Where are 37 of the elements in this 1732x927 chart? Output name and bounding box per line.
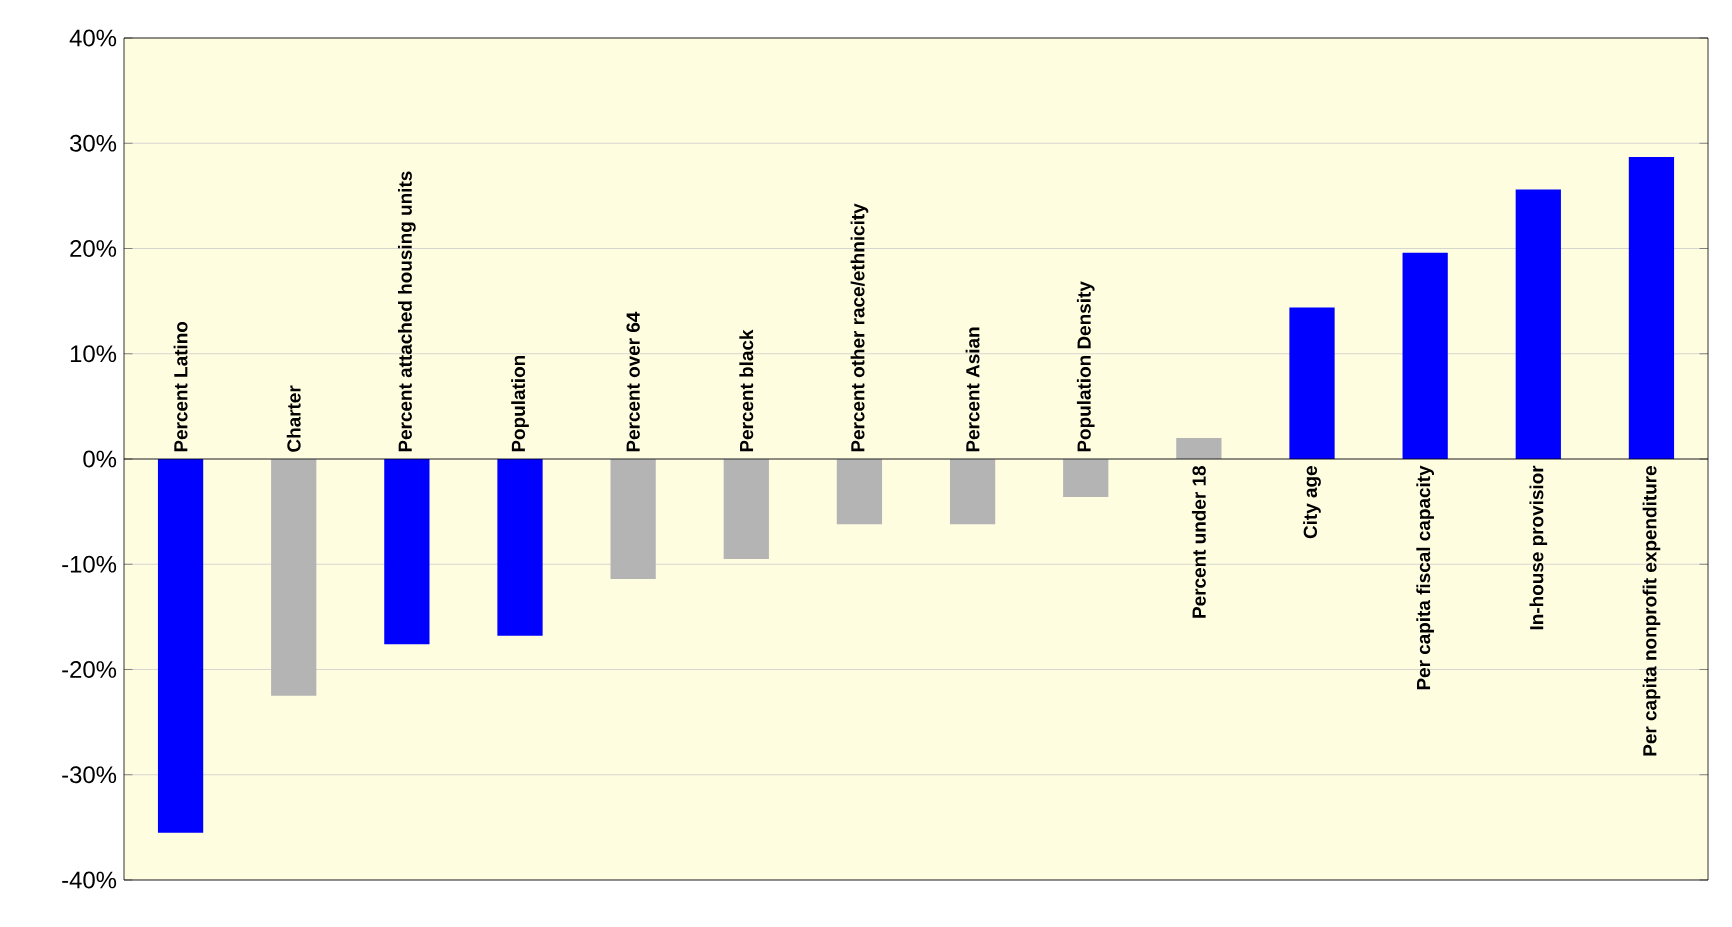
bar — [1176, 437, 1222, 459]
x-tick-label: Percent black — [739, 329, 754, 452]
bar — [1515, 189, 1561, 459]
bar — [836, 459, 883, 525]
x-tick-label: Per capita fiscal capacity — [1416, 465, 1434, 690]
bar — [1063, 459, 1109, 497]
bar — [384, 459, 430, 645]
y-tick-label: 20% — [70, 240, 117, 257]
x-tick-label: Per capita nonprofit expenditure — [1642, 466, 1661, 756]
x-tick-label: In-house provisior — [1529, 465, 1548, 630]
x-tick-label: Percent under 18 — [1191, 466, 1206, 618]
bar — [157, 459, 204, 833]
x-tick-label: City age — [1303, 466, 1321, 539]
bar — [497, 459, 543, 636]
x-tick-label: Percent attached housing units — [397, 171, 416, 452]
y-tick-label: -10% — [62, 555, 117, 573]
bar — [1628, 156, 1675, 459]
y-tick-label: 40% — [69, 29, 117, 47]
y-tick-label: 30% — [70, 134, 117, 152]
x-tick-label: Charter — [286, 385, 301, 452]
y-tick-label: -30% — [62, 766, 117, 784]
x-tick-label: Percent over 64 — [626, 311, 640, 452]
bar — [271, 459, 317, 696]
y-tick-label: 0% — [83, 450, 117, 468]
x-tick-label: Percent Asian — [965, 327, 980, 452]
bar — [1402, 252, 1448, 459]
y-tick-label: -40% — [62, 871, 117, 889]
x-tick-label: Population Density — [1076, 281, 1095, 452]
bar — [723, 459, 769, 559]
bar — [610, 459, 656, 579]
y-tick-label: 10% — [70, 345, 117, 363]
bar — [1289, 307, 1335, 459]
x-tick-label: Percent other race/ethnicity — [850, 203, 869, 452]
y-tick-label: -20% — [62, 661, 117, 678]
x-tick-label: Percent Latino — [173, 321, 188, 452]
bar — [949, 459, 996, 525]
x-tick-label: Population — [511, 355, 529, 452]
